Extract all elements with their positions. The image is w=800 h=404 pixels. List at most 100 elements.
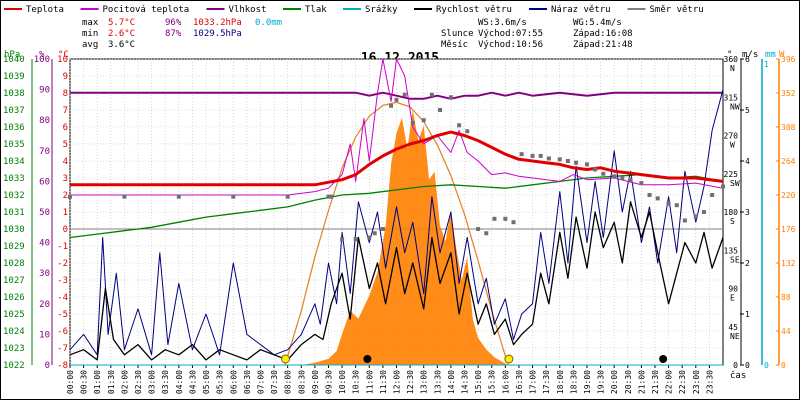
xtick-label-27: 13:30	[433, 370, 442, 394]
ms-tick-3: 3	[745, 208, 750, 217]
xtick-label-17: 08:30	[297, 370, 306, 394]
dir-tick-2: W	[730, 141, 735, 150]
hpa-tick-11: 1033	[3, 174, 25, 184]
xtick-label-29: 14:30	[461, 370, 470, 394]
pct-tick-7: 70	[39, 147, 50, 157]
xtick-label-5: 02:30	[134, 370, 143, 394]
stats-min-hum: 87%	[165, 29, 182, 39]
wind-dir-point-28	[530, 153, 535, 158]
pct-tick-9: 90	[39, 86, 50, 96]
pct-tick-0: 0	[45, 361, 50, 371]
deg-tick-5: 135	[724, 246, 739, 255]
degc-tick-5: -3	[57, 276, 68, 286]
xtick-label-9: 04:30	[188, 370, 197, 394]
stats-rain: 0.0mm	[255, 18, 282, 28]
xtick-label-19: 09:30	[324, 370, 333, 394]
degc-tick-16: 8	[63, 89, 68, 99]
unit-hpa: hPa	[4, 50, 20, 60]
wind-dir-point-35	[593, 167, 598, 172]
degc-tick-13: 5	[63, 140, 68, 150]
dir-tick-1: NW	[730, 102, 740, 111]
xtick-label-38: 19:00	[583, 370, 592, 394]
hpa-tick-4: 1026	[3, 293, 25, 303]
moon-marker-0	[363, 355, 372, 363]
wind-dir-point-17	[429, 92, 434, 97]
wind-dir-point-9	[367, 235, 372, 240]
hpa-tick-6: 1028	[3, 259, 25, 269]
xtick-label-42: 21:00	[637, 370, 646, 394]
hpa-tick-12: 1034	[3, 157, 25, 167]
deg-tick-1: 315	[724, 93, 739, 102]
stats-avg-label: avg	[82, 40, 98, 50]
unit-wm2: W	[779, 50, 785, 60]
xtick-label-13: 06:30	[243, 370, 252, 394]
xtick-label-31: 15:30	[488, 370, 497, 394]
wind-dir-point-20	[457, 123, 462, 128]
ms-tick-4: 4	[745, 157, 750, 166]
xtick-label-39: 19:30	[597, 370, 606, 394]
degc-tick-11: 3	[63, 174, 68, 184]
wm2-tick-1: 44	[781, 327, 791, 336]
mm-tick-0: 0	[764, 361, 769, 370]
series-n-raz-v-tru	[69, 89, 724, 356]
xtick-label-2: 01:00	[93, 370, 102, 394]
xtick-label-44: 22:00	[665, 370, 674, 394]
dir-tick-0: N	[730, 64, 735, 73]
xtick-label-22: 11:00	[365, 370, 374, 394]
pct-tick-10: 100	[34, 55, 50, 65]
wind-dir-point-14	[402, 92, 407, 97]
wm2-tick-8: 352	[781, 89, 796, 98]
hpa-tick-13: 1035	[3, 140, 25, 150]
dir-tick-7: NE	[730, 332, 740, 341]
axes: 00:00 00:30 01:00 01:30 02:00 02:30 03:00 03:30…	[3, 55, 796, 394]
wind-dir-point-18	[438, 108, 443, 112]
xtick-label-3: 01:30	[107, 370, 116, 394]
xtick-label-8: 04:00	[175, 370, 184, 394]
stats-min-label: min	[82, 29, 98, 39]
hpa-tick-0: 1022	[3, 361, 25, 371]
legend-label-7: Směr větru	[650, 5, 704, 15]
wind-dir-point-43	[666, 201, 671, 206]
ms-tick-1: 1	[745, 310, 750, 319]
stats-max-hum: 96%	[165, 18, 182, 28]
pct-tick-4: 40	[39, 239, 50, 249]
xtick-label-1: 00:30	[80, 370, 89, 394]
xtick-label-21: 10:30	[352, 370, 361, 394]
wind-dir-point-27	[519, 152, 524, 157]
wm2-tick-7: 308	[781, 123, 796, 132]
series-teplota	[70, 130, 724, 187]
xtick-label-45: 22:30	[678, 370, 687, 394]
wind-dir-point-22	[476, 227, 481, 231]
sun-label: Slunce	[441, 29, 474, 39]
series-rychlost-v-tru	[69, 201, 724, 361]
wind-dir-point-10	[372, 231, 377, 236]
wind-dir-point-8	[353, 237, 358, 242]
wind-dir-point-37	[612, 174, 617, 179]
xtick-label-20: 10:00	[338, 370, 347, 394]
wind-dir-point-48	[710, 193, 715, 197]
stats-max-temp: 5.7°C	[108, 18, 135, 28]
deg-tick-6: 90	[728, 285, 738, 294]
xtick-label-18: 09:00	[311, 370, 320, 394]
wind-dir-point-3	[231, 194, 236, 199]
deg-tick-8: 0	[733, 361, 738, 370]
stats-avg-temp: 3.6°C	[108, 40, 135, 50]
sun-marker-0	[280, 354, 290, 364]
xtick-label-30: 15:00	[474, 370, 483, 394]
wind-dir-point-11	[380, 227, 385, 231]
dir-tick-4: S	[730, 217, 735, 226]
wind-dir-point-29	[538, 153, 543, 158]
legend-label-1: Pocitová teplota	[103, 5, 190, 15]
wind-dir-point-13	[394, 97, 399, 102]
pct-tick-5: 50	[39, 208, 50, 218]
xtick-label-15: 07:30	[270, 370, 279, 394]
series-solar-area	[284, 110, 509, 365]
hpa-tick-14: 1036	[3, 123, 25, 133]
xtick-label-37: 18:30	[569, 370, 578, 394]
degc-tick-6: -2	[57, 259, 68, 269]
wind-dir-point-19	[448, 95, 453, 100]
wind-dir-point-23	[484, 231, 489, 236]
pct-tick-1: 10	[39, 330, 50, 340]
